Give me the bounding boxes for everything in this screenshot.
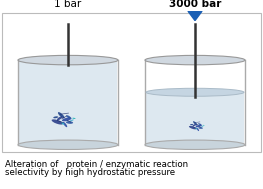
Ellipse shape	[63, 122, 67, 127]
Ellipse shape	[61, 122, 64, 125]
Ellipse shape	[196, 128, 199, 131]
Ellipse shape	[190, 124, 193, 125]
Ellipse shape	[66, 115, 71, 118]
Ellipse shape	[72, 118, 75, 119]
Ellipse shape	[201, 126, 203, 127]
Bar	[146, 92, 244, 144]
Text: 1 bar: 1 bar	[54, 0, 82, 9]
Ellipse shape	[196, 125, 202, 127]
Ellipse shape	[19, 56, 117, 64]
Ellipse shape	[66, 121, 73, 124]
Ellipse shape	[193, 121, 197, 125]
Ellipse shape	[198, 127, 203, 129]
Ellipse shape	[57, 116, 62, 120]
Ellipse shape	[189, 126, 196, 129]
Ellipse shape	[53, 116, 58, 118]
Ellipse shape	[193, 124, 196, 126]
Text: Alteration of   protein / enzymatic reaction: Alteration of protein / enzymatic reacti…	[5, 160, 188, 169]
Ellipse shape	[62, 117, 72, 121]
Text: 3000 bar: 3000 bar	[169, 0, 221, 9]
FancyArrow shape	[188, 8, 202, 21]
Ellipse shape	[198, 123, 201, 125]
Ellipse shape	[58, 112, 64, 118]
Ellipse shape	[52, 119, 63, 125]
Ellipse shape	[145, 55, 245, 65]
Bar	[19, 60, 117, 144]
Ellipse shape	[146, 88, 244, 96]
Text: selectivity by high hydrostatic pressure: selectivity by high hydrostatic pressure	[5, 168, 175, 177]
Ellipse shape	[18, 140, 118, 149]
FancyBboxPatch shape	[2, 13, 261, 152]
Ellipse shape	[203, 125, 205, 126]
Ellipse shape	[70, 119, 74, 121]
Ellipse shape	[195, 128, 197, 129]
Ellipse shape	[18, 55, 118, 65]
Ellipse shape	[145, 140, 245, 149]
